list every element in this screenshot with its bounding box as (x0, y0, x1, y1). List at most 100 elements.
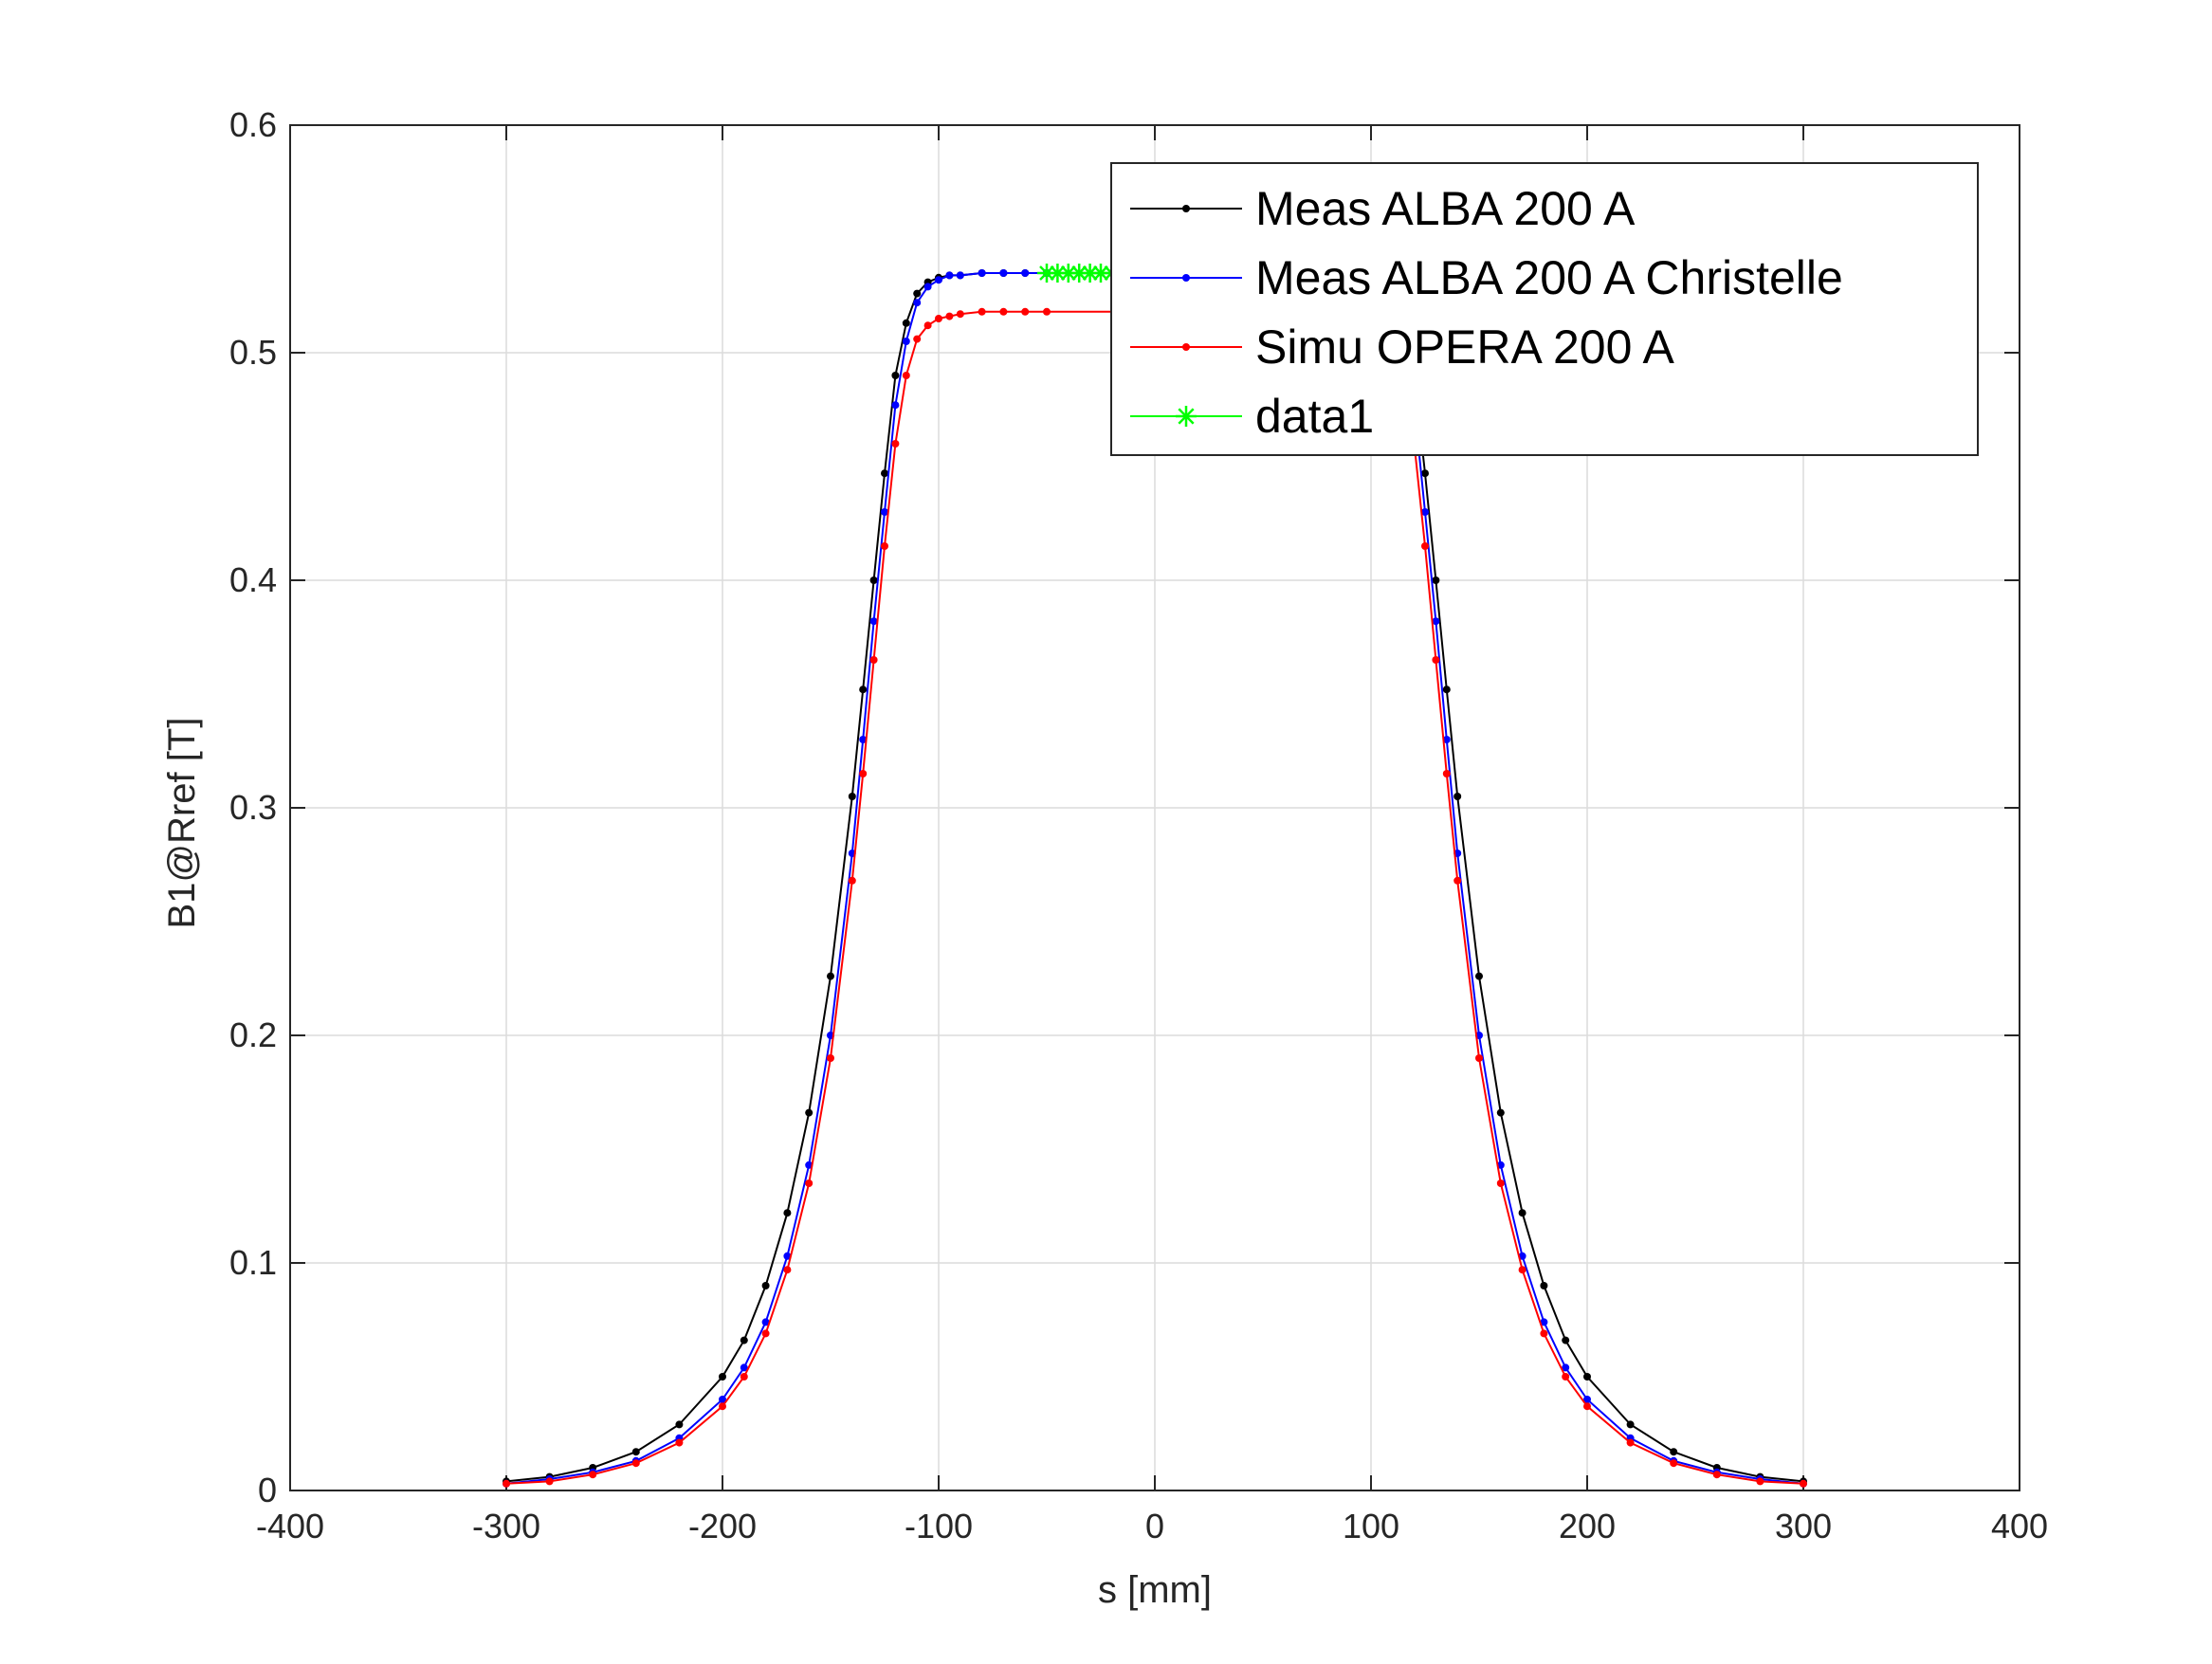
data-point (945, 312, 954, 320)
data-point (913, 299, 922, 307)
legend: Meas ALBA 200 A Meas ALBA 200 A Christell… (1110, 162, 1979, 456)
data-point-asterisk (1037, 264, 1056, 283)
data-point (740, 1336, 748, 1344)
asterisk-stroke (1039, 265, 1054, 281)
data-point (503, 1479, 510, 1488)
y-tick-label: 0.3 (229, 788, 277, 827)
data-point (881, 469, 888, 478)
data-point (827, 972, 834, 980)
data-point (869, 576, 878, 584)
data-point (740, 1363, 748, 1372)
data-point (761, 1329, 770, 1338)
data-point (859, 686, 868, 694)
data-point (881, 542, 888, 550)
data-point (631, 1459, 640, 1468)
asterisk-stroke (1093, 265, 1108, 281)
data-point (719, 1402, 726, 1411)
data-point (902, 319, 910, 327)
data-point (719, 1396, 726, 1403)
data-point (1518, 1252, 1526, 1260)
data-point (1496, 1108, 1505, 1117)
data-point (902, 372, 910, 379)
data-point (805, 1179, 814, 1187)
legend-asterisk (1178, 408, 1195, 425)
y-tick-label: 0 (258, 1471, 277, 1509)
data-point (827, 1054, 834, 1062)
x-tick-label: -100 (905, 1507, 973, 1545)
data-point (891, 401, 900, 410)
data-point (675, 1438, 684, 1447)
x-tick-label: 300 (1775, 1507, 1832, 1545)
data-point (848, 793, 856, 800)
data-point (978, 307, 986, 316)
data-point (935, 276, 942, 284)
data-point (1626, 1438, 1635, 1447)
data-point (999, 269, 1008, 277)
x-tick-label: -300 (472, 1507, 540, 1545)
data-point (913, 289, 922, 298)
data-point (935, 315, 942, 322)
asterisk-stroke (1050, 265, 1066, 281)
data-point (881, 508, 888, 516)
data-point (913, 335, 922, 343)
data-point (1540, 1318, 1548, 1326)
data-point (675, 1420, 684, 1429)
data-point (1043, 307, 1051, 316)
data-point (1421, 469, 1429, 478)
data-point (1442, 770, 1451, 777)
data-point (783, 1252, 792, 1260)
data-point (761, 1318, 770, 1326)
legend-entry-label: Simu OPERA 200 A (1255, 320, 1675, 374)
data-point (859, 736, 868, 743)
data-point (1562, 1336, 1570, 1344)
legend-entry-label: Meas ALBA 200 A Christelle (1255, 251, 1843, 304)
asterisk-stroke (1060, 265, 1076, 281)
y-axis-label: B1@Rref [T] (161, 718, 203, 929)
data-point (956, 310, 964, 319)
asterisk-stroke (1071, 265, 1088, 281)
data-point (1475, 972, 1483, 980)
legend-marker (1182, 205, 1190, 212)
data-point (1670, 1448, 1678, 1456)
data-point (1432, 656, 1440, 664)
y-tick-label: 0.5 (229, 333, 277, 372)
data-point (891, 372, 900, 379)
x-tick-label: 200 (1559, 1507, 1616, 1545)
data-point (740, 1373, 748, 1381)
legend-marker (1182, 274, 1190, 282)
data-point (1432, 617, 1440, 626)
legend-marker (1182, 343, 1190, 351)
data-point (1562, 1373, 1570, 1381)
plot-area: -400 -300 -200 -100 0 100 200 300 400 0 0.1 0.2 0.3 0… (229, 105, 2048, 1545)
y-tick-label: 0.4 (229, 560, 277, 599)
data-point (1540, 1329, 1548, 1338)
y-tick-label: 0.1 (229, 1243, 277, 1282)
x-tick-label: -200 (688, 1507, 757, 1545)
data-point (978, 269, 986, 277)
axes-box (289, 124, 2020, 1491)
data-point (848, 876, 856, 885)
data-point (783, 1266, 792, 1274)
data-point (1021, 269, 1030, 277)
x-axis-label: s [mm] (1098, 1569, 1212, 1611)
x-tick-label: 400 (1991, 1507, 2048, 1545)
data-point-asterisk (1048, 264, 1068, 283)
data-point (891, 440, 900, 448)
asterisk-stroke (1082, 265, 1098, 281)
data-point (1021, 307, 1030, 316)
data-point (1453, 876, 1462, 885)
data-point (1562, 1363, 1570, 1372)
data-point (1756, 1477, 1764, 1486)
data-point (783, 1209, 792, 1217)
data-point (1670, 1459, 1678, 1468)
data-point (1626, 1420, 1635, 1429)
legend-entry-label: Meas ALBA 200 A (1255, 182, 1636, 235)
data-point (1800, 1479, 1807, 1488)
data-point (1583, 1402, 1591, 1411)
data-point (761, 1282, 770, 1289)
legend-box (1110, 162, 1979, 456)
legend-entry-label: data1 (1255, 390, 1374, 443)
data-point (1712, 1471, 1721, 1479)
